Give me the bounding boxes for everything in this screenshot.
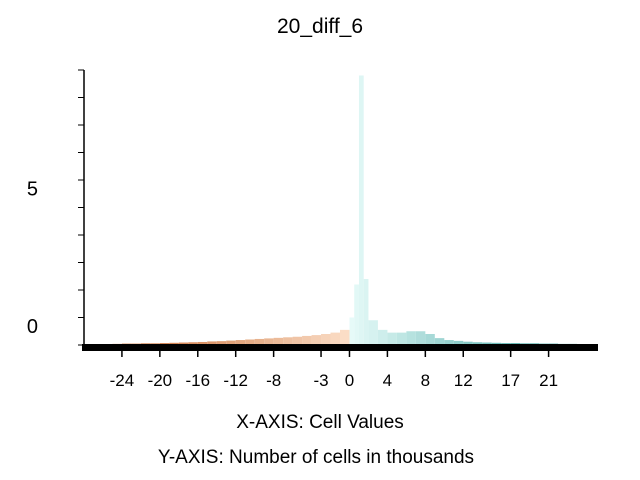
chart-title: 20_diff_6: [277, 15, 363, 38]
histogram-bar: [358, 75, 364, 345]
histogram-bar: [354, 284, 359, 345]
histogram-bar: [363, 279, 369, 345]
x-tick-label: -24: [110, 371, 135, 390]
histogram-bar: [197, 341, 208, 345]
histogram-bar: [321, 334, 331, 345]
y-tick-label: 5: [27, 179, 38, 201]
x-tick-label: 17: [501, 371, 520, 390]
histogram-bar: [425, 334, 435, 345]
histogram-bar: [387, 332, 397, 345]
histogram-bar: [368, 320, 378, 345]
histogram-bar: [491, 342, 502, 345]
histogram-bar: [292, 336, 303, 345]
histogram-bar: [188, 342, 198, 345]
histogram-bar: [434, 338, 445, 345]
x-tick-label: 12: [454, 371, 473, 390]
histogram-bar: [415, 331, 426, 345]
x-tick-label: 4: [383, 371, 392, 390]
histogram-bar: [330, 332, 340, 345]
histogram-bar: [302, 335, 312, 345]
bars-group: [93, 75, 596, 345]
histogram-bar: [311, 335, 322, 345]
histogram-bar: [377, 329, 388, 345]
x-tick-label: -12: [223, 371, 248, 390]
y-axis-label: Y-AXIS: Number of cells in thousands: [158, 447, 474, 468]
histogram-bar: [453, 340, 464, 345]
histogram-bar: [283, 337, 293, 345]
histogram-bar: [245, 339, 255, 345]
histogram-bar: [396, 332, 407, 345]
histogram-bar: [169, 342, 179, 345]
histogram-bar: [216, 341, 227, 345]
axes-group: 0 5 -24 -20 -16 -12 -8 -3 0 4 8 12 17 21: [27, 69, 598, 390]
histogram-bar: [178, 342, 189, 345]
histogram-bar: [273, 337, 284, 345]
x-tick-label: 21: [539, 371, 558, 390]
x-tick-label: -3: [313, 371, 328, 390]
x-axis-label: X-AXIS: Cell Values: [236, 412, 404, 433]
histogram-bar: [226, 340, 236, 345]
x-tick-label: 0: [345, 371, 354, 390]
histogram-bar: [254, 338, 265, 345]
histogram-bar: [463, 341, 473, 345]
histogram-bar: [340, 329, 350, 345]
x-axis-band: [82, 344, 598, 351]
histogram-bar: [482, 342, 492, 345]
histogram-bar: [444, 340, 454, 345]
histogram-bar: [207, 341, 217, 345]
histogram-bar: [235, 340, 246, 345]
histogram-bar: [264, 338, 274, 345]
histogram-bar: [472, 342, 483, 345]
x-tick-label: -8: [266, 371, 281, 390]
histogram-bar: [349, 317, 355, 345]
x-tick-label: -16: [185, 371, 210, 390]
x-tick-label: -20: [148, 371, 173, 390]
histogram-bar: [406, 331, 416, 345]
x-tick-label: 8: [421, 371, 430, 390]
y-tick-label: 0: [27, 316, 38, 338]
